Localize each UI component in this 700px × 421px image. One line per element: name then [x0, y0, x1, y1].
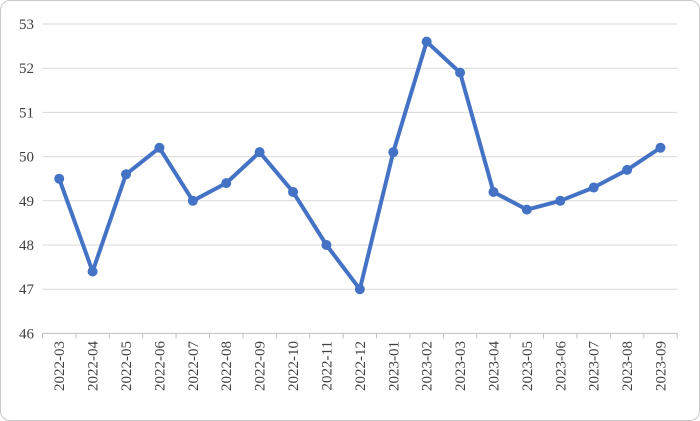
x-axis-tick-label: 2022-11 — [319, 341, 335, 390]
series-line — [57, 39, 663, 292]
y-axis-tick-label: 47 — [19, 282, 35, 298]
x-axis-tick-label: 2023-06 — [553, 341, 569, 391]
data-point-marker — [154, 142, 165, 153]
data-point-marker — [221, 178, 232, 189]
y-axis-tick-label: 49 — [19, 194, 34, 210]
x-axis-tick-label: 2023-09 — [653, 341, 669, 391]
data-point-marker — [54, 173, 65, 184]
y-axis-tick-label: 50 — [19, 150, 34, 166]
data-point-marker — [622, 164, 633, 175]
y-axis-tick-label: 46 — [19, 326, 35, 342]
data-point-marker — [321, 240, 332, 250]
x-axis-tick-label: 2023-07 — [587, 341, 603, 391]
x-axis-tick-label: 2022-12 — [353, 341, 369, 391]
data-point-marker — [455, 67, 466, 78]
x-axis-tick-label: 2023-05 — [520, 341, 536, 391]
data-point-marker — [254, 147, 265, 158]
y-axis-tick-label: 51 — [19, 105, 34, 121]
x-axis-tick-label: 2022-06 — [152, 341, 168, 391]
x-axis-tick-label: 2023-04 — [486, 341, 502, 391]
x-axis-tick-label: 2022-10 — [286, 341, 302, 391]
y-axis-tick-label: 52 — [19, 61, 34, 77]
x-axis-tick-label: 2022-03 — [52, 341, 68, 391]
data-point-marker — [488, 186, 499, 197]
x-axis-tick-label: 2022-07 — [186, 341, 202, 391]
data-point-marker — [421, 36, 432, 47]
y-axis-tick-label: 48 — [19, 238, 34, 254]
y-axis-tick-label: 53 — [19, 17, 34, 33]
data-point-marker — [288, 186, 299, 197]
x-axis-tick-label: 2023-01 — [386, 341, 402, 391]
data-point-marker — [588, 182, 599, 193]
x-axis-tick-label: 2022-05 — [119, 341, 135, 391]
data-point-marker — [521, 204, 532, 215]
data-point-marker — [388, 147, 399, 158]
data-point-marker — [354, 284, 365, 295]
data-point-marker — [555, 195, 566, 206]
x-axis-tick-label: 2023-03 — [453, 341, 469, 391]
x-axis-tick-label: 2023-08 — [620, 341, 636, 391]
x-axis-tick-label: 2022-04 — [86, 341, 102, 391]
x-axis-tick-label: 2023-02 — [420, 341, 436, 391]
data-point-marker — [655, 142, 666, 153]
x-axis-tick-label: 2022-09 — [253, 341, 269, 391]
x-axis-tick-label: 2022-08 — [219, 341, 235, 391]
data-point-marker — [187, 195, 198, 206]
data-point-marker — [121, 169, 132, 180]
data-point-marker — [87, 266, 98, 277]
